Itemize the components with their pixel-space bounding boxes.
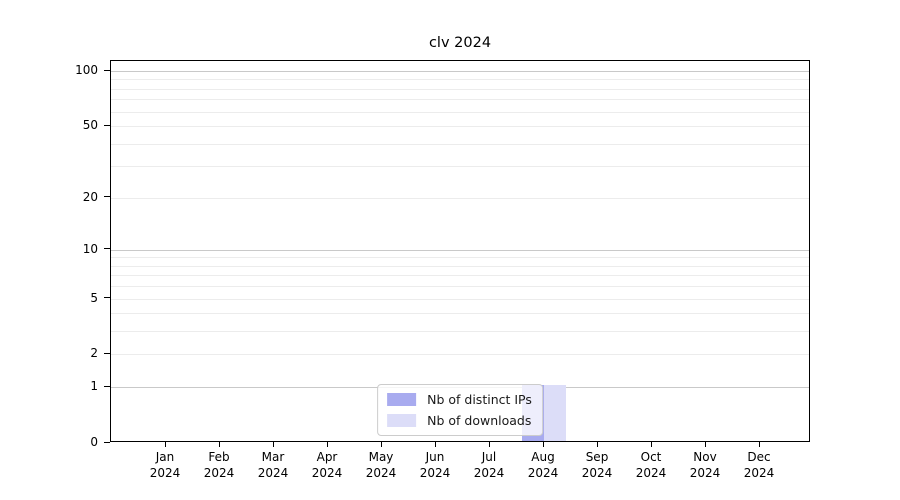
minor-gridline	[111, 275, 809, 277]
minor-gridline	[111, 166, 809, 168]
y-tick	[104, 297, 110, 299]
minor-gridline	[111, 143, 809, 145]
minor-gridline	[111, 197, 809, 199]
minor-gridline	[111, 286, 809, 288]
minor-gridline	[111, 313, 809, 315]
x-tick-year: 2024	[689, 466, 721, 480]
x-tick-label: May 2024	[351, 449, 411, 481]
x-tick-year: 2024	[527, 466, 559, 480]
bar-nb-of-downloads	[544, 385, 566, 441]
x-tick	[272, 442, 274, 447]
x-tick-year: 2024	[581, 466, 613, 480]
minor-gridline	[111, 265, 809, 267]
y-tick-label: 50	[82, 118, 98, 133]
x-tick	[488, 442, 490, 447]
minor-gridline	[111, 126, 809, 128]
y-tick-label: 2	[90, 346, 98, 361]
x-tick-year: 2024	[149, 466, 181, 480]
y-tick-label: 10	[82, 241, 98, 256]
legend: Nb of distinct IPs Nb of downloads	[377, 384, 543, 436]
x-tick-label: Sep 2024	[567, 449, 627, 481]
x-tick	[434, 442, 436, 447]
x-tick-label: Nov 2024	[675, 449, 735, 481]
legend-label-downloads: Nb of downloads	[427, 413, 532, 428]
x-tick-month: Sep	[585, 450, 609, 464]
x-tick-year: 2024	[311, 466, 343, 480]
x-tick-month: Nov	[693, 450, 717, 464]
x-tick-label: Apr 2024	[297, 449, 357, 481]
x-tick	[326, 442, 328, 447]
x-tick-month: Aug	[531, 450, 555, 464]
y-tick-label: 1	[90, 379, 98, 394]
x-tick-year: 2024	[419, 466, 451, 480]
y-tick-label: 0	[90, 435, 98, 449]
x-tick-year: 2024	[257, 466, 289, 480]
minor-gridline	[111, 111, 809, 113]
x-tick-label: Oct 2024	[621, 449, 681, 481]
x-tick-year: 2024	[203, 466, 235, 480]
y-tick-label: 20	[82, 189, 98, 204]
x-tick	[218, 442, 220, 447]
y-tick	[104, 124, 110, 126]
minor-gridline	[111, 331, 809, 333]
x-tick-year: 2024	[743, 466, 775, 480]
x-tick	[650, 442, 652, 447]
x-tick-label: Dec 2024	[729, 449, 789, 481]
x-tick	[596, 442, 598, 447]
legend-swatch-downloads	[387, 414, 417, 427]
x-tick-month: Mar	[261, 450, 285, 464]
x-tick	[380, 442, 382, 447]
chart-title: clv 2024	[428, 35, 492, 51]
y-tick-label: 100	[75, 63, 98, 77]
x-tick-label: Mar 2024	[243, 449, 303, 481]
plot-area: Nb of distinct IPs Nb of downloads	[110, 60, 810, 442]
minor-gridline	[111, 79, 809, 81]
minor-gridline	[111, 99, 809, 101]
y-tick	[104, 352, 110, 355]
x-tick-label: Aug 2024	[513, 449, 573, 481]
x-tick-label: Feb 2024	[189, 449, 249, 481]
x-tick-month: Oct	[640, 450, 662, 464]
legend-swatch-distinct-ips	[387, 393, 417, 406]
y-tick	[104, 441, 110, 443]
x-tick-year: 2024	[635, 466, 667, 480]
x-tick-month: May	[368, 450, 394, 464]
y-tick	[104, 248, 110, 250]
x-tick	[164, 442, 166, 447]
x-tick	[542, 442, 544, 447]
x-tick-month: Apr	[316, 450, 338, 464]
minor-gridline	[111, 88, 809, 90]
x-tick-year: 2024	[365, 466, 397, 480]
x-tick-label: Jan 2024	[135, 449, 195, 481]
y-tick-label: 5	[90, 290, 98, 305]
minor-gridline	[111, 257, 809, 259]
x-tick-month: Dec	[747, 450, 771, 464]
minor-gridline	[111, 354, 809, 356]
x-tick-label: Jun 2024	[405, 449, 465, 481]
major-gridline	[111, 71, 809, 72]
x-tick-label: Jul 2024	[459, 449, 519, 481]
x-tick-month: Jan	[155, 450, 175, 464]
minor-gridline	[111, 298, 809, 300]
x-tick-year: 2024	[473, 466, 505, 480]
x-tick	[704, 442, 706, 447]
legend-label-distinct-ips: Nb of distinct IPs	[427, 392, 532, 407]
y-tick	[104, 69, 110, 71]
y-tick	[104, 385, 110, 387]
x-tick-month: Feb	[208, 450, 230, 464]
x-tick-month: Jun	[425, 450, 445, 464]
legend-item-distinct-ips: Nb of distinct IPs	[387, 392, 532, 407]
y-tick	[104, 196, 110, 198]
legend-item-downloads: Nb of downloads	[387, 413, 532, 428]
x-tick	[758, 442, 760, 447]
major-gridline	[111, 249, 809, 251]
x-tick-month: Jul	[481, 450, 497, 464]
